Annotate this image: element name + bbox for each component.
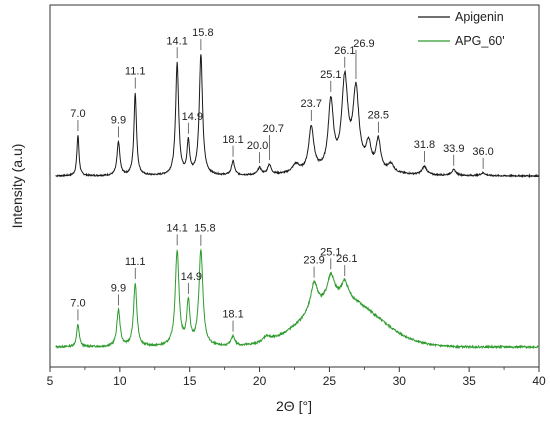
y-axis-label: Intensity (a.u)	[9, 144, 25, 229]
peak-label: 15.8	[192, 27, 213, 39]
x-tick-label: 30	[393, 374, 407, 388]
peak-label: 15.8	[194, 223, 215, 235]
series-line-0	[55, 54, 540, 179]
plot-frame	[49, 4, 540, 368]
peak-label: 14.1	[166, 35, 187, 47]
legend-label-apigenin: Apigenin	[455, 10, 504, 24]
peak-label: 9.9	[111, 282, 126, 294]
peak-label: 20.7	[263, 123, 284, 135]
peak-label: 28.5	[368, 110, 389, 122]
legend: Apigenin APG_60'	[418, 10, 505, 48]
legend-label-apg60: APG_60'	[455, 34, 505, 48]
peak-label: 18.1	[222, 134, 243, 146]
peak-label: 26.1	[336, 253, 357, 265]
peak-label: 11.1	[125, 66, 146, 78]
peak-label: 26.9	[353, 38, 374, 50]
x-tick-label: 15	[183, 374, 197, 388]
peak-label: 36.0	[472, 146, 493, 158]
peak-label: 33.9	[443, 143, 464, 155]
x-tick-label: 5	[47, 374, 54, 388]
peak-label: 26.1	[334, 45, 355, 57]
plot-area: 7.0 9.9 11.1 14.1 14.9 15.8 18.1 20.0 20.7 23.7 25…	[55, 27, 540, 350]
peak-label: 14.1	[166, 222, 187, 234]
peak-label: 20.0	[247, 140, 268, 152]
peak-label: 7.0	[70, 108, 85, 120]
peak-label: 7.0	[70, 297, 85, 309]
peak-label: 23.9	[303, 255, 324, 267]
x-axis: 5 10 15 20 25 30 35 40	[47, 367, 546, 388]
peak-label: 23.7	[301, 98, 322, 110]
peak-label: 9.9	[111, 114, 126, 126]
peak-label: 25.1	[320, 69, 341, 81]
x-tick-label: 20	[253, 374, 267, 388]
peak-label: 31.8	[414, 139, 435, 151]
x-tick-label: 10	[113, 374, 127, 388]
x-tick-label: 35	[462, 374, 476, 388]
peak-label: 25.1	[320, 246, 341, 258]
x-tick-label: 25	[323, 374, 337, 388]
peak-label: 14.9	[182, 111, 203, 123]
peak-label: 18.1	[222, 309, 243, 321]
x-tick-label: 40	[532, 374, 546, 388]
peak-label: 11.1	[125, 256, 146, 268]
x-axis-label: 2Θ [°]	[276, 398, 312, 414]
peak-label: 14.9	[181, 271, 202, 283]
series-line-1	[55, 248, 540, 350]
